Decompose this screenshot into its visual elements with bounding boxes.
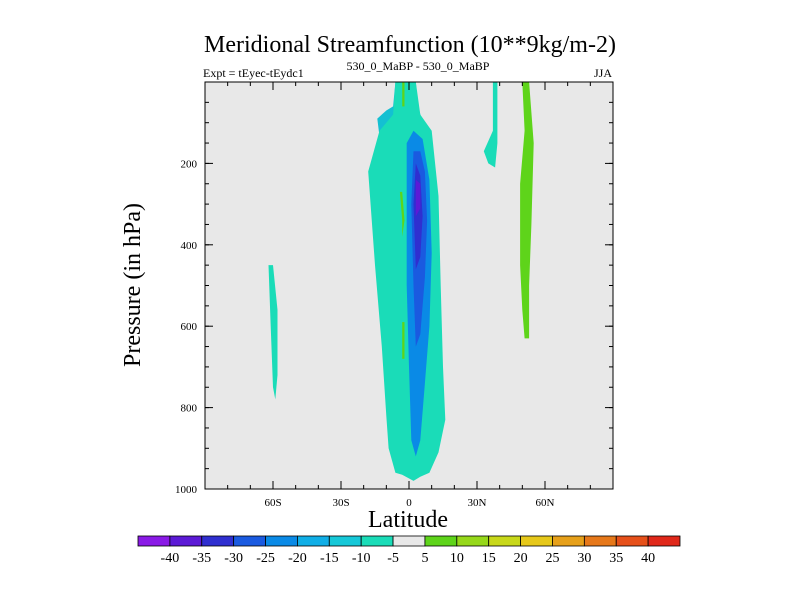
colorbar-label-9: 10 <box>450 551 464 566</box>
colorbar-label-1: -35 <box>192 551 211 566</box>
chart-subtitle-left: Expt = tEyec-tEydc1 <box>203 66 304 80</box>
colorbar-swatch-16 <box>647 535 681 547</box>
colorbar-swatch-10 <box>456 535 490 547</box>
chart-subtitle-center: 530_0_MaBP - 530_0_MaBP <box>347 59 490 73</box>
contour-region-11 <box>520 82 534 339</box>
plot-frame <box>204 81 614 490</box>
colorbar-swatch-14 <box>583 535 617 547</box>
y-tick-label-2: 600 <box>181 321 198 333</box>
y-axis-label: Pressure (in hPa) <box>120 203 146 367</box>
colorbar-swatch-1 <box>169 535 203 547</box>
y-tick-label-1: 400 <box>181 240 198 252</box>
y-tick-label-0: 200 <box>181 158 198 170</box>
colorbar: -40 -35 -30 -25 -20 -15 -10 -5 5 10 15 20 25 30 35 40 <box>137 535 681 566</box>
colorbar-swatch-7 <box>360 535 394 547</box>
colorbar-label-13: 30 <box>577 551 591 566</box>
colorbar-swatch-12 <box>520 535 553 547</box>
colorbar-label-0: -40 <box>161 551 180 566</box>
colorbar-label-2: -30 <box>224 551 243 566</box>
colorbar-label-7: -5 <box>387 551 399 566</box>
colorbar-label-4: -20 <box>288 551 307 566</box>
y-tick-label-4: 1000 <box>175 484 198 496</box>
colorbar-swatch-13 <box>552 535 585 547</box>
contour-region-5 <box>415 179 421 217</box>
contour-region-4 <box>413 163 423 270</box>
colorbar-label-11: 20 <box>514 551 528 566</box>
x-tick-label-1: 30S <box>332 497 349 509</box>
contour-region-9 <box>402 322 405 359</box>
colorbar-label-5: -15 <box>320 551 339 566</box>
x-axis-label: Latitude <box>368 507 448 533</box>
colorbar-label-6: -10 <box>352 551 371 566</box>
colorbar-swatch-3 <box>233 535 266 547</box>
colorbar-label-10: 15 <box>482 551 496 566</box>
colorbar-swatch-6 <box>328 535 362 547</box>
x-tick-label-2: 0 <box>406 497 412 509</box>
colorbar-label-12: 25 <box>545 551 559 566</box>
colorbar-label-14: 35 <box>609 551 623 566</box>
contour-region-10 <box>402 82 405 107</box>
contour-region-8 <box>399 191 405 237</box>
colorbar-swatch-2 <box>201 535 235 547</box>
colorbar-swatch-5 <box>297 535 330 547</box>
colorbar-swatch-15 <box>615 535 649 547</box>
contour-region-6 <box>268 265 278 400</box>
colorbar-label-15: 40 <box>641 551 655 566</box>
contour-layer <box>268 82 534 481</box>
x-tick-label-0: 60S <box>264 497 281 509</box>
colorbar-swatch-11 <box>488 535 521 547</box>
colorbar-label-3: -25 <box>256 551 275 566</box>
chart-title: Meridional Streamfunction (10**9kg/m-2) <box>204 32 616 58</box>
x-tick-label-4: 60N <box>536 497 555 509</box>
colorbar-swatch-8 <box>392 535 426 547</box>
contour-region-7 <box>483 82 498 168</box>
chart-subtitle-right: JJA <box>594 66 612 80</box>
colorbar-swatch-0 <box>137 535 171 547</box>
colorbar-label-8: 5 <box>421 551 428 566</box>
colorbar-swatch-4 <box>265 535 298 547</box>
x-tick-label-3: 30N <box>468 497 487 509</box>
colorbar-swatch-9 <box>424 535 458 547</box>
y-tick-label-3: 800 <box>181 403 198 415</box>
